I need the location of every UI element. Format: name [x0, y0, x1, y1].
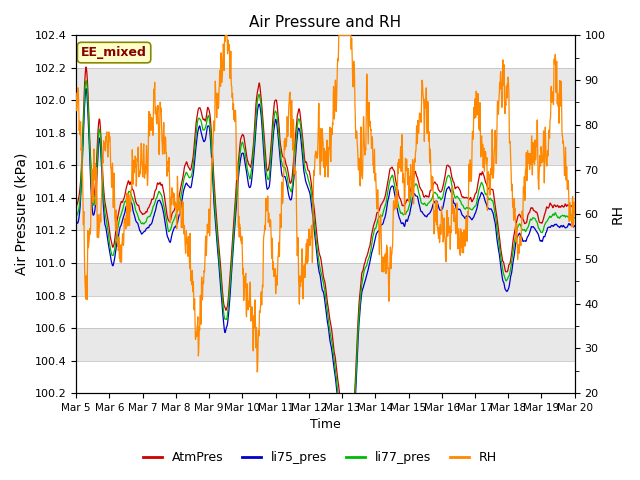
- Bar: [76, 230, 575, 263]
- Bar: [76, 263, 575, 296]
- Bar: [76, 328, 575, 360]
- Bar: [76, 68, 575, 100]
- X-axis label: Time: Time: [310, 419, 341, 432]
- Bar: [76, 133, 575, 166]
- Text: EE_mixed: EE_mixed: [81, 46, 147, 59]
- Y-axis label: RH: RH: [611, 204, 625, 224]
- Bar: [76, 198, 575, 230]
- Legend: AtmPres, li75_pres, li77_pres, RH: AtmPres, li75_pres, li77_pres, RH: [138, 446, 502, 469]
- Bar: [76, 36, 575, 68]
- Title: Air Pressure and RH: Air Pressure and RH: [250, 15, 401, 30]
- Bar: [76, 100, 575, 133]
- Bar: [76, 360, 575, 393]
- Y-axis label: Air Pressure (kPa): Air Pressure (kPa): [15, 153, 29, 276]
- Bar: [76, 296, 575, 328]
- Bar: [76, 166, 575, 198]
